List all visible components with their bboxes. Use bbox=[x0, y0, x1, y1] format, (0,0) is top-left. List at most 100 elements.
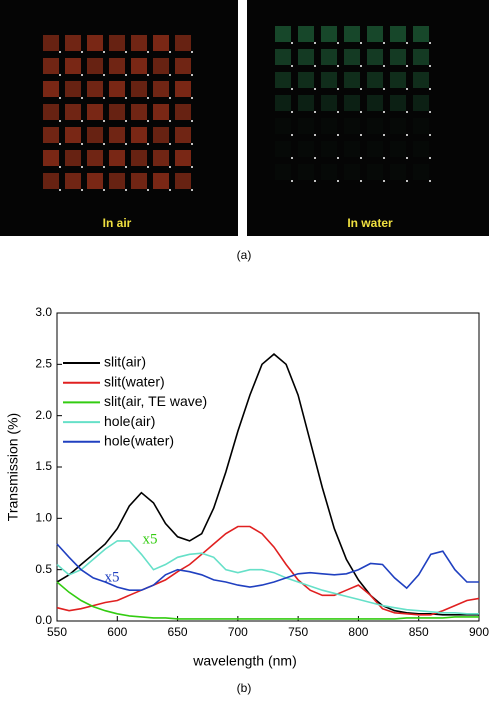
sample-dot bbox=[291, 88, 293, 90]
y-tick-label: 1.0 bbox=[35, 511, 52, 525]
sample-dot bbox=[191, 97, 193, 99]
y-tick-label: 2.5 bbox=[35, 357, 52, 371]
sample-dot bbox=[81, 143, 83, 145]
sample-dot bbox=[360, 157, 362, 159]
sample-dot bbox=[291, 180, 293, 182]
y-tick-label: 3.0 bbox=[35, 305, 52, 319]
sample-dot bbox=[337, 42, 339, 44]
sample-dot bbox=[314, 42, 316, 44]
sample-dot bbox=[291, 65, 293, 67]
sample-square bbox=[65, 127, 81, 143]
sample-square bbox=[175, 173, 191, 189]
legend-label: slit(air, TE wave) bbox=[104, 393, 207, 409]
sample-square bbox=[175, 127, 191, 143]
sample-dot bbox=[147, 189, 149, 191]
sample-square bbox=[321, 95, 337, 111]
sample-square bbox=[275, 118, 291, 134]
legend-label: hole(water) bbox=[104, 433, 174, 449]
sample-square bbox=[367, 26, 383, 42]
sample-square bbox=[175, 81, 191, 97]
sample-dot bbox=[169, 166, 171, 168]
sample-square bbox=[65, 104, 81, 120]
sample-dot bbox=[103, 74, 105, 76]
sample-dot bbox=[360, 180, 362, 182]
sample-dot bbox=[81, 74, 83, 76]
sample-square bbox=[298, 95, 314, 111]
sample-dot bbox=[383, 65, 385, 67]
sample-dot bbox=[383, 180, 385, 182]
sample-square bbox=[43, 127, 59, 143]
sample-dot bbox=[191, 74, 193, 76]
sample-dot bbox=[383, 42, 385, 44]
sample-dot bbox=[291, 42, 293, 44]
sample-dot bbox=[383, 134, 385, 136]
sample-dot bbox=[429, 180, 431, 182]
sample-dot bbox=[406, 42, 408, 44]
sample-square bbox=[367, 72, 383, 88]
sample-dot bbox=[291, 157, 293, 159]
y-tick-label: 0.5 bbox=[35, 562, 52, 576]
sample-square bbox=[390, 118, 406, 134]
sample-dot bbox=[429, 65, 431, 67]
sample-square bbox=[131, 104, 147, 120]
sample-square bbox=[367, 118, 383, 134]
sample-square bbox=[275, 49, 291, 65]
sample-square bbox=[367, 164, 383, 180]
sample-square bbox=[65, 58, 81, 74]
sample-dot bbox=[103, 166, 105, 168]
sample-square bbox=[413, 164, 429, 180]
sample-dot bbox=[314, 134, 316, 136]
sample-square bbox=[344, 141, 360, 157]
sample-dot bbox=[81, 189, 83, 191]
sample-square bbox=[65, 150, 81, 166]
sample-square bbox=[153, 173, 169, 189]
sample-dot bbox=[81, 97, 83, 99]
sample-dot bbox=[169, 74, 171, 76]
sample-square bbox=[43, 104, 59, 120]
sample-square bbox=[153, 150, 169, 166]
sample-dot bbox=[103, 97, 105, 99]
sample-square bbox=[109, 150, 125, 166]
sample-square bbox=[413, 141, 429, 157]
sample-dot bbox=[125, 74, 127, 76]
sample-dot bbox=[125, 97, 127, 99]
sample-square bbox=[175, 35, 191, 51]
sample-dot bbox=[169, 97, 171, 99]
sample-dot bbox=[147, 143, 149, 145]
sample-square bbox=[413, 95, 429, 111]
sample-square bbox=[390, 141, 406, 157]
sample-dot bbox=[103, 120, 105, 122]
sample-dot bbox=[169, 143, 171, 145]
sample-dot bbox=[360, 65, 362, 67]
sample-dot bbox=[59, 74, 61, 76]
sample-dot bbox=[360, 88, 362, 90]
sample-square bbox=[298, 118, 314, 134]
sample-dot bbox=[360, 134, 362, 136]
sample-square bbox=[87, 150, 103, 166]
annotation: x5 bbox=[143, 531, 158, 547]
sample-square bbox=[321, 118, 337, 134]
sample-square bbox=[87, 104, 103, 120]
sample-dot bbox=[169, 120, 171, 122]
sample-dot bbox=[337, 180, 339, 182]
sample-dot bbox=[103, 189, 105, 191]
sample-square bbox=[109, 127, 125, 143]
sample-dot bbox=[383, 88, 385, 90]
sample-dot bbox=[59, 143, 61, 145]
sample-dot bbox=[337, 65, 339, 67]
sample-square bbox=[321, 26, 337, 42]
sample-dot bbox=[314, 88, 316, 90]
sample-dot bbox=[406, 157, 408, 159]
y-tick-label: 0.0 bbox=[35, 613, 52, 627]
sample-square bbox=[413, 49, 429, 65]
sample-dot bbox=[147, 51, 149, 53]
sample-square bbox=[390, 26, 406, 42]
sample-dot bbox=[59, 189, 61, 191]
sample-square bbox=[131, 127, 147, 143]
sample-square bbox=[390, 49, 406, 65]
sample-square bbox=[87, 173, 103, 189]
sample-square bbox=[321, 49, 337, 65]
sample-square bbox=[43, 150, 59, 166]
series-line bbox=[56, 525, 480, 616]
sample-square bbox=[153, 81, 169, 97]
